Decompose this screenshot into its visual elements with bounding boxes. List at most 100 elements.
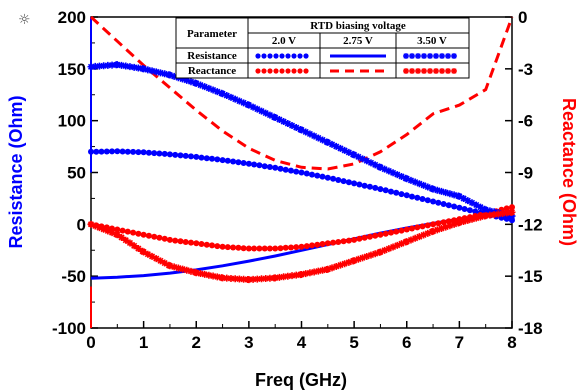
data-point <box>119 227 126 234</box>
data-point <box>345 179 352 186</box>
data-point <box>87 63 95 71</box>
data-point <box>256 162 263 169</box>
data-point <box>340 238 347 245</box>
data-point <box>156 150 163 157</box>
data-point <box>293 168 300 175</box>
legend-header: Parameter <box>187 28 237 40</box>
data-point <box>288 272 296 280</box>
data-point <box>196 81 204 89</box>
data-point <box>397 172 405 180</box>
data-point <box>95 62 103 70</box>
data-point <box>209 86 217 94</box>
data-point <box>151 150 158 157</box>
legend-swatch-stars <box>427 68 433 74</box>
right-axis-title: Reactance (Ohm) <box>559 98 579 246</box>
data-point <box>328 264 336 272</box>
data-point <box>183 76 191 84</box>
data-point <box>140 248 148 256</box>
data-point <box>193 240 200 247</box>
data-point <box>324 138 332 146</box>
data-point <box>359 155 367 163</box>
data-point <box>223 274 231 282</box>
data-point <box>350 257 358 265</box>
data-point <box>219 90 227 98</box>
data-point <box>249 103 257 111</box>
data-point <box>152 255 160 263</box>
data-point <box>319 241 326 247</box>
x-tick-label: 2 <box>192 333 201 352</box>
data-point <box>266 164 273 170</box>
data-point <box>100 225 108 233</box>
data-point <box>288 122 296 130</box>
right-tick-label: -6 <box>518 112 533 131</box>
data-point <box>130 229 137 236</box>
data-point <box>455 219 463 227</box>
data-point <box>161 235 168 242</box>
legend-col-1: 2.0 V <box>272 35 296 47</box>
legend-col-2: 2.75 V <box>343 35 373 47</box>
data-point <box>196 270 204 278</box>
data-point <box>371 250 379 258</box>
data-point <box>424 183 432 191</box>
legend-swatch-dots <box>291 68 297 74</box>
data-point <box>435 199 442 206</box>
data-point <box>209 155 215 162</box>
data-point <box>119 148 126 155</box>
data-point <box>306 130 314 138</box>
data-point <box>151 233 158 240</box>
legend-swatch-dots <box>297 68 303 74</box>
data-point <box>429 185 437 193</box>
right-tick-label: -9 <box>518 164 533 183</box>
x-tick-label: 6 <box>402 333 411 352</box>
data-point <box>183 266 191 274</box>
legend-swatch-dots <box>297 53 303 59</box>
data-point <box>419 196 426 202</box>
x-tick-label: 7 <box>455 333 464 352</box>
data-point <box>152 68 160 76</box>
data-point <box>509 204 515 211</box>
data-point <box>258 107 266 115</box>
data-point <box>440 201 447 207</box>
data-point <box>319 266 327 274</box>
data-point <box>272 164 279 171</box>
data-point <box>280 273 288 281</box>
data-point <box>363 157 371 165</box>
data-point <box>277 165 284 172</box>
data-point <box>140 149 147 156</box>
data-point <box>450 191 458 199</box>
data-point <box>114 148 121 155</box>
data-point <box>303 170 310 177</box>
data-point <box>335 177 342 183</box>
data-point <box>219 157 226 164</box>
data-point <box>271 274 279 282</box>
data-point <box>508 208 516 216</box>
data-point <box>156 257 164 265</box>
legend-swatch-dots <box>261 53 267 59</box>
data-point <box>335 239 342 245</box>
x-tick-label: 3 <box>244 333 253 352</box>
legend-swatch-stars <box>427 53 433 59</box>
data-point <box>354 153 362 161</box>
legend-swatch-stars <box>415 53 421 59</box>
data-point <box>224 157 231 164</box>
data-point <box>302 128 310 136</box>
data-point <box>292 271 300 279</box>
data-point <box>144 250 152 258</box>
data-point <box>235 159 242 166</box>
data-point <box>193 153 200 160</box>
data-point <box>324 240 331 247</box>
data-point <box>486 211 494 219</box>
data-point <box>262 109 270 117</box>
right-tick-label: -15 <box>518 267 543 286</box>
data-point <box>372 184 379 191</box>
data-point <box>91 62 99 70</box>
data-point <box>377 231 384 238</box>
data-point <box>382 187 389 194</box>
data-point <box>214 156 221 163</box>
data-point <box>397 240 405 248</box>
series-reactance-275V <box>89 15 514 171</box>
legend-swatch-stars <box>439 53 445 59</box>
data-point <box>182 239 189 245</box>
data-point <box>350 151 358 159</box>
left-tick-label: -50 <box>61 267 86 286</box>
